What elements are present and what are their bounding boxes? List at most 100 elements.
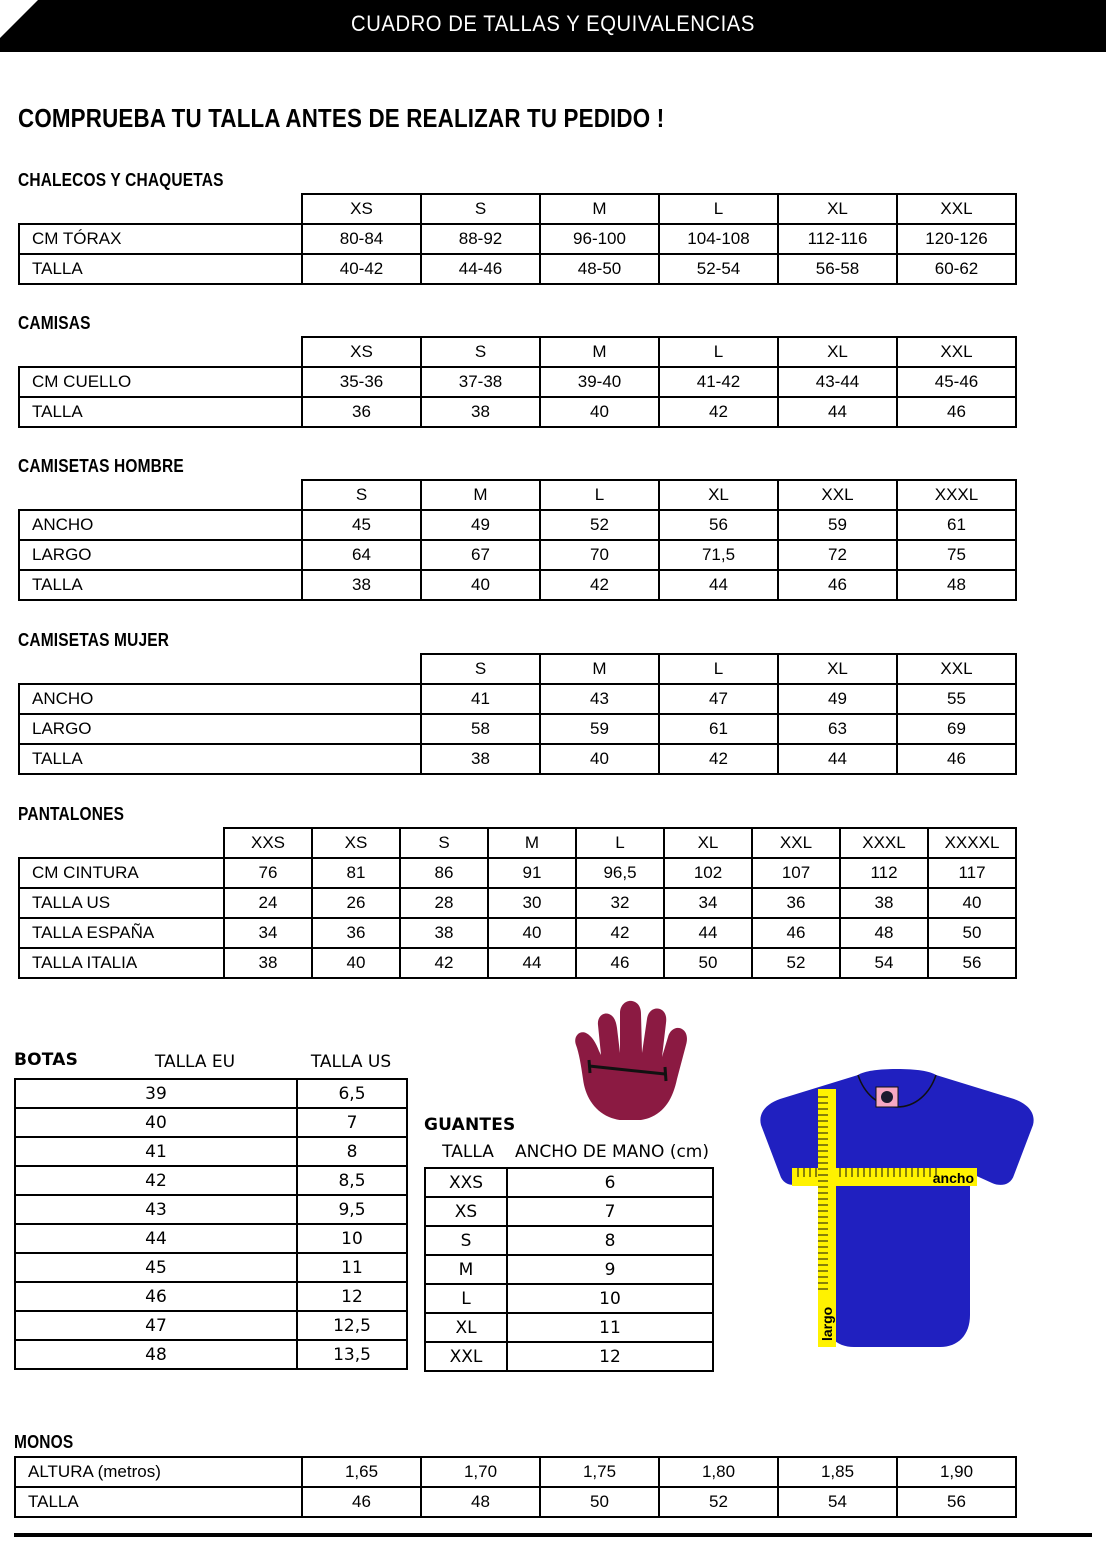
tshirt-body — [760, 1069, 1034, 1347]
table-cell: 47 — [14, 1310, 298, 1341]
column-header: XL — [777, 193, 898, 225]
table-cell: 96,5 — [575, 857, 665, 889]
table-row: 48 13,5 — [14, 1339, 408, 1370]
table-cell: 7 — [296, 1107, 408, 1138]
table-row: TALLA 40-42 44-46 48-50 52-54 56-58 60-6… — [18, 253, 1017, 285]
corner-cell — [19, 337, 302, 367]
table-row: XXS 6 — [424, 1167, 714, 1198]
table-chalecos: XS S M L XL XXL CM TÓRAX 80-84 88-92 96-… — [18, 193, 1017, 285]
row-label: CM CINTURA — [18, 857, 225, 889]
table-cell: 38 — [301, 569, 422, 601]
table-cell: 107 — [751, 857, 841, 889]
table-cell: 40 — [311, 947, 401, 979]
table-cell: 52 — [539, 509, 660, 541]
table-cell: 55 — [896, 683, 1017, 715]
table-cell: 38 — [420, 743, 541, 775]
table-cell: 1,75 — [539, 1456, 660, 1488]
table-cell: 42 — [399, 947, 489, 979]
table-cell: 6 — [506, 1167, 714, 1198]
row-label: TALLA — [18, 253, 303, 285]
tape-largo: largo — [818, 1089, 836, 1347]
row-label: TALLA — [18, 569, 303, 601]
table-row: L 10 — [424, 1283, 714, 1314]
column-header: M — [487, 827, 577, 859]
guantes-col-header-talla: TALLA — [442, 1142, 494, 1162]
table-cell: XS — [424, 1196, 508, 1227]
column-header: XXL — [896, 653, 1017, 685]
column-header: M — [420, 479, 541, 511]
table-cell: 46 — [301, 1486, 422, 1518]
table-row: XS 7 — [424, 1196, 714, 1227]
table-cell: 120-126 — [896, 223, 1017, 255]
table-cell: 13,5 — [296, 1339, 408, 1370]
column-header: XXL — [777, 479, 898, 511]
guantes-col-header-ancho: ANCHO DE MANO (cm) — [515, 1142, 709, 1162]
table-cell: 64 — [301, 539, 422, 571]
hand-icon — [575, 1000, 687, 1121]
table-cell: 24 — [223, 887, 313, 919]
section-label-camisas: CAMISAS — [18, 313, 91, 333]
column-header: S — [420, 653, 541, 685]
table-cell: 41 — [420, 683, 541, 715]
table-cell: 46 — [777, 569, 898, 601]
table-cell: 37-38 — [420, 366, 541, 398]
table-row: 44 10 — [14, 1223, 408, 1254]
table-cell: 86 — [399, 857, 489, 889]
table-cell: 44-46 — [420, 253, 541, 285]
table-cell: 36 — [301, 396, 422, 428]
table-row: CM TÓRAX 80-84 88-92 96-100 104-108 112-… — [18, 223, 1017, 255]
table-cell: 88-92 — [420, 223, 541, 255]
table-cell: 45 — [14, 1252, 298, 1283]
table-row: TALLA ITALIA 38 40 42 44 46 50 52 54 56 — [18, 947, 1017, 979]
table-row: CM CINTURA 76 81 86 91 96,5 102 107 112 … — [18, 857, 1017, 889]
table-cell: 26 — [311, 887, 401, 919]
table-row: TALLA 38 40 42 44 46 — [18, 743, 1017, 775]
table-cell: 46 — [896, 743, 1017, 775]
row-label: TALLA — [14, 1486, 303, 1518]
column-header: XS — [301, 336, 422, 368]
table-cell: 40 — [539, 743, 660, 775]
column-header: XXS — [223, 827, 313, 859]
table-cell: 54 — [839, 947, 929, 979]
table-cell: 32 — [575, 887, 665, 919]
table-cell: 9,5 — [296, 1194, 408, 1225]
table-cell: 9 — [506, 1254, 714, 1285]
table-cell: 38 — [399, 917, 489, 949]
table-row: ALTURA (metros) 1,65 1,70 1,75 1,80 1,85… — [14, 1456, 1017, 1488]
table-header-row: S M L XL XXL XXXL — [19, 479, 1017, 511]
section-label-chalecos: CHALECOS Y CHAQUETAS — [18, 170, 224, 190]
table-cell: 52-54 — [658, 253, 779, 285]
table-cell: 41 — [14, 1136, 298, 1167]
table-row: TALLA 36 38 40 42 44 46 — [18, 396, 1017, 428]
table-row: LARGO 64 67 70 71,5 72 75 — [18, 539, 1017, 571]
table-cell: 40-42 — [301, 253, 422, 285]
table-camisas: XS S M L XL XXL CM CUELLO 35-36 37-38 39… — [18, 336, 1017, 428]
table-header-row: XS S M L XL XXL — [19, 193, 1017, 225]
table-row: ANCHO 45 49 52 56 59 61 — [18, 509, 1017, 541]
table-row: TALLA 46 48 50 52 54 56 — [14, 1486, 1017, 1518]
row-label: TALLA — [18, 396, 303, 428]
table-row: LARGO 58 59 61 63 69 — [18, 713, 1017, 745]
table-row: 43 9,5 — [14, 1194, 408, 1225]
column-header: XS — [301, 193, 422, 225]
botas-col-header-us: TALLA US — [310, 1052, 392, 1072]
table-row: CM CUELLO 35-36 37-38 39-40 41-42 43-44 … — [18, 366, 1017, 398]
table-cell: 80-84 — [301, 223, 422, 255]
corner-cell — [19, 654, 421, 684]
table-cell: 1,70 — [420, 1456, 541, 1488]
row-label: LARGO — [18, 539, 303, 571]
table-cell: 10 — [506, 1283, 714, 1314]
table-cell: 69 — [896, 713, 1017, 745]
table-row: 41 8 — [14, 1136, 408, 1167]
table-cell: 50 — [927, 917, 1017, 949]
column-header: L — [658, 336, 779, 368]
table-cell: XXL — [424, 1341, 508, 1372]
tshirt-tag-logo — [881, 1091, 893, 1103]
table-cell: 40 — [487, 917, 577, 949]
table-cell: 11 — [506, 1312, 714, 1343]
column-header: XXL — [896, 336, 1017, 368]
hand-width-measure-line — [587, 1059, 668, 1082]
table-cell: 63 — [777, 713, 898, 745]
tape-label-ancho: ancho — [933, 1170, 974, 1186]
table-cell: 91 — [487, 857, 577, 889]
